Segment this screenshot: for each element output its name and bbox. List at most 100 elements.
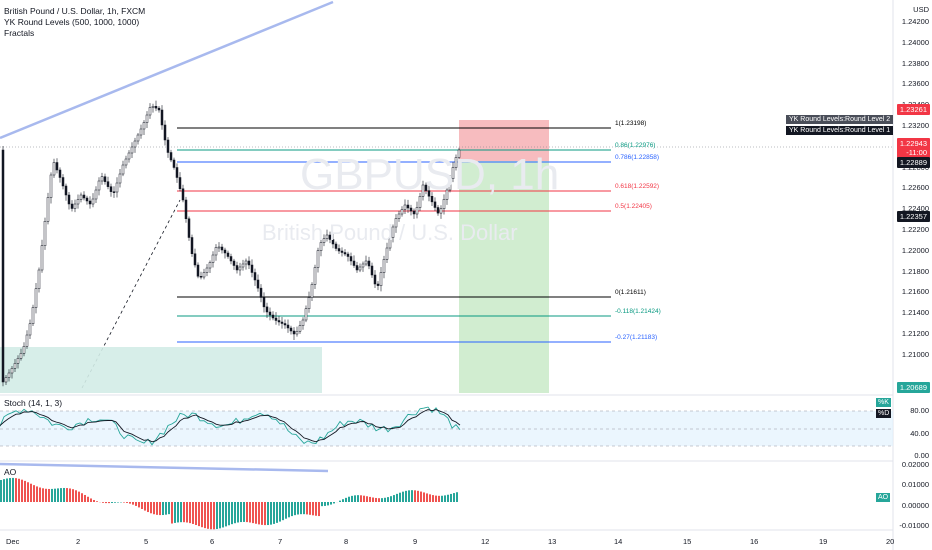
ao-bar xyxy=(321,502,323,507)
candle-body xyxy=(124,158,128,166)
indicator-round-levels[interactable]: YK Round Levels (500, 1000, 1000) xyxy=(4,17,140,27)
ao-bar xyxy=(366,496,368,502)
candle-body xyxy=(406,204,410,209)
ao-axis-4: -0.01000 xyxy=(899,521,929,530)
candle-body xyxy=(316,250,320,268)
trendline-dashed[interactable] xyxy=(81,199,181,389)
round-level-1-label: YK Round Levels:Round Level 1 xyxy=(786,126,894,135)
ao-bar xyxy=(267,502,269,526)
candle-body xyxy=(67,194,71,205)
candle-body xyxy=(442,199,446,209)
candle-body xyxy=(445,189,449,200)
ao-bar xyxy=(438,495,440,502)
candle-body xyxy=(232,260,236,266)
stop-zone[interactable] xyxy=(459,120,549,161)
candle-body xyxy=(4,377,8,383)
ao-bar xyxy=(420,491,422,502)
trendline-upper[interactable] xyxy=(0,0,334,140)
stoch-axis-40: 40.00 xyxy=(910,429,929,438)
candle-body xyxy=(286,324,290,329)
ao-bar xyxy=(105,502,107,504)
candle-body xyxy=(292,330,296,335)
ao-axis-3: 0.00000 xyxy=(901,501,929,510)
ao-bar xyxy=(375,497,377,502)
candle-body xyxy=(298,325,302,332)
ao-bar xyxy=(207,502,209,529)
ao-bar xyxy=(447,494,449,502)
candle-body xyxy=(247,260,251,266)
ao-bar xyxy=(90,498,92,502)
stoch-title[interactable]: Stoch (14, 1, 3) xyxy=(4,398,63,408)
ao-bar xyxy=(450,493,452,502)
candle-body xyxy=(265,306,269,313)
ao-bar xyxy=(228,502,230,526)
target-zone[interactable] xyxy=(459,161,549,393)
ao-title[interactable]: AO xyxy=(4,467,17,477)
candle-body xyxy=(271,314,275,319)
ao-trendline[interactable] xyxy=(0,462,329,473)
ao-bar xyxy=(300,502,302,515)
candle-body xyxy=(355,265,359,271)
candle-body xyxy=(358,266,362,271)
ao-bar xyxy=(453,493,455,502)
ao-bar xyxy=(327,502,329,506)
candle-body xyxy=(7,372,11,378)
candle-body xyxy=(352,260,356,266)
candle-body xyxy=(115,182,119,193)
candle-body xyxy=(175,167,179,178)
ao-bar xyxy=(210,502,212,530)
ao-bar xyxy=(216,502,218,529)
indicator-fractals[interactable]: Fractals xyxy=(4,28,35,38)
ao-bar xyxy=(174,502,176,523)
ao-bar xyxy=(291,502,293,517)
stoch-k-tag: %K xyxy=(876,398,891,407)
candle-body xyxy=(244,260,248,265)
demand-zone[interactable] xyxy=(0,347,322,393)
ao-bar xyxy=(147,502,149,513)
candle-body xyxy=(388,237,392,249)
ao-bar xyxy=(24,480,26,502)
candle-body xyxy=(448,178,452,191)
ao-bar xyxy=(183,502,185,523)
candle-body xyxy=(322,238,326,243)
level-price-label: 1.22357 xyxy=(896,211,930,222)
ao-bar xyxy=(345,497,347,502)
candle-body xyxy=(259,287,263,298)
ao-bar xyxy=(213,502,215,530)
candle-body xyxy=(385,247,389,260)
ao-bar xyxy=(288,502,290,518)
ao-bar xyxy=(66,488,68,502)
ao-bar xyxy=(456,492,458,502)
currency-label: USD xyxy=(913,5,929,14)
ao-bar xyxy=(408,490,410,502)
ao-bar xyxy=(258,502,260,525)
current-price-label: 1.22943 -11:00 xyxy=(896,138,930,158)
ao-bar xyxy=(429,494,431,502)
ao-bar xyxy=(360,495,362,502)
candle-body xyxy=(139,128,143,136)
ao-bar xyxy=(333,502,335,504)
candle-body xyxy=(19,353,23,359)
ao-bar xyxy=(276,502,278,523)
ao-bar xyxy=(387,497,389,502)
ao-bar xyxy=(441,495,443,502)
candle-body xyxy=(451,167,455,179)
candle-body xyxy=(157,107,161,111)
ao-bar xyxy=(303,502,305,515)
candle-body xyxy=(151,106,155,108)
ao-bar xyxy=(234,502,236,524)
candle-body xyxy=(211,254,215,263)
candle-body xyxy=(319,242,323,251)
candle-body xyxy=(403,204,407,210)
price-tick: 1.22600 xyxy=(901,183,929,193)
candle-body xyxy=(253,272,257,281)
ao-axis-2: 0.01000 xyxy=(901,480,929,489)
ao-bar xyxy=(60,488,62,502)
candle-body xyxy=(379,272,383,286)
candle-body xyxy=(70,203,74,209)
candle-body xyxy=(334,243,338,249)
price-tick: 1.23800 xyxy=(901,58,929,68)
candle-body xyxy=(178,177,182,189)
ao-bar xyxy=(186,502,188,523)
